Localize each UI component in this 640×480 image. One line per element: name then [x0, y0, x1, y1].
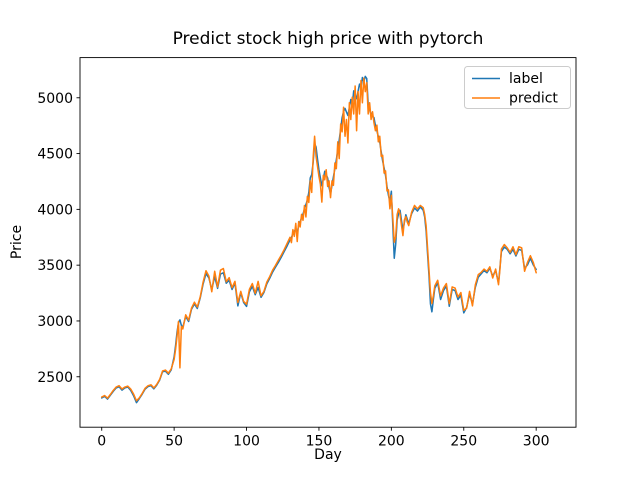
axes-frame [79, 57, 577, 428]
x-axis-ticks: 0 50 100 150 200 250 300 [97, 427, 550, 450]
x-axis-label: Day [314, 447, 342, 463]
y-tick-label: 4500 [37, 147, 73, 163]
x-tick-label: 100 [233, 434, 260, 450]
y-tick-label: 4000 [37, 202, 73, 218]
legend-entry-label: label [509, 71, 543, 87]
x-tick-label: 250 [450, 434, 477, 450]
plot-area [100, 75, 537, 404]
x-tick-label: 300 [523, 434, 550, 450]
y-tick-label: 5000 [37, 91, 73, 107]
x-tick-label: 0 [97, 434, 106, 450]
y-tick-label: 3000 [37, 314, 73, 330]
y-axis-label: Price [9, 225, 25, 259]
chart-title: Predict stock high price with pytorch [173, 29, 484, 49]
legend-entry-predict: predict [509, 91, 558, 107]
x-tick-label: 150 [306, 434, 333, 450]
series-line-label [100, 75, 537, 404]
series-line-predict [100, 77, 537, 402]
y-tick-label: 2500 [37, 370, 73, 386]
x-tick-label: 200 [378, 434, 405, 450]
x-tick-label: 50 [165, 434, 183, 450]
y-axis-ticks: 2500 3000 3500 4000 4500 5000 [37, 91, 80, 386]
y-tick-label: 3500 [37, 258, 73, 274]
legend: label predict [464, 66, 571, 109]
